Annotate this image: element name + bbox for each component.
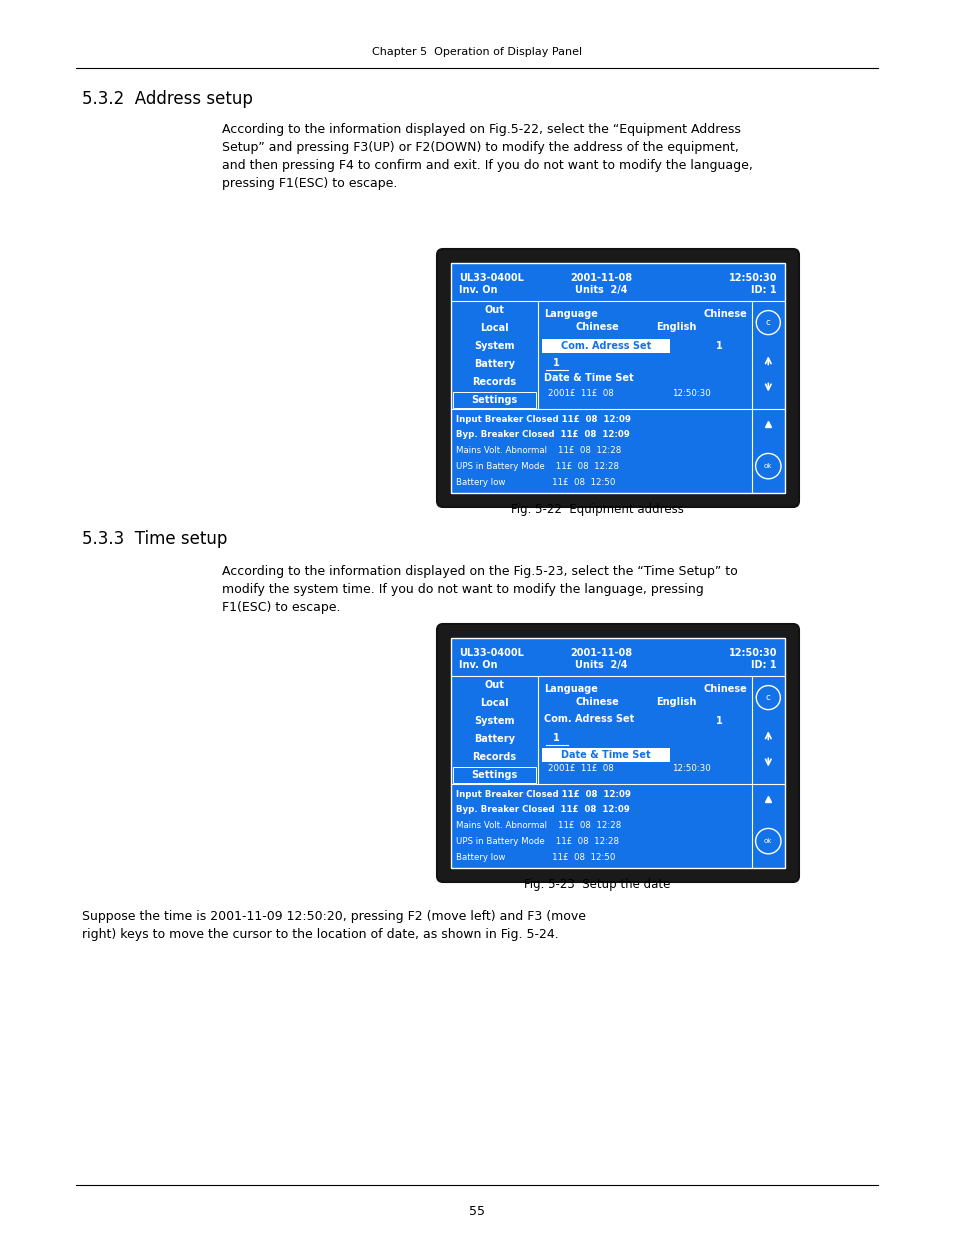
- Text: Settings: Settings: [471, 769, 517, 781]
- Text: 1: 1: [552, 358, 558, 368]
- Text: 5.3.3  Time setup: 5.3.3 Time setup: [82, 530, 227, 548]
- Text: 12:50:30: 12:50:30: [728, 273, 776, 283]
- Text: Records: Records: [472, 752, 516, 762]
- Text: Inv. On: Inv. On: [458, 285, 497, 295]
- Bar: [451, 638, 784, 868]
- Text: 1: 1: [716, 716, 722, 726]
- Text: 55: 55: [469, 1205, 484, 1218]
- Text: ID: 1: ID: 1: [751, 659, 776, 671]
- Bar: [541, 338, 669, 353]
- Text: 2001-11-08: 2001-11-08: [570, 273, 632, 283]
- Text: System: System: [474, 716, 514, 726]
- Text: Units  2/4: Units 2/4: [575, 659, 627, 671]
- Text: Records: Records: [472, 377, 516, 387]
- Text: Date & Time Set: Date & Time Set: [543, 373, 633, 383]
- Text: According to the information displayed on Fig.5-22, select the “Equipment Addres: According to the information displayed o…: [222, 124, 740, 136]
- Text: Battery: Battery: [474, 359, 515, 369]
- Text: Battery low                 11£  08  12:50: Battery low 11£ 08 12:50: [456, 853, 615, 862]
- Text: Com. Adress Set: Com. Adress Set: [560, 341, 650, 351]
- Text: Setup” and pressing F3(UP) or F2(DOWN) to modify the address of the equipment,: Setup” and pressing F3(UP) or F2(DOWN) t…: [222, 141, 739, 154]
- Text: Input Breaker Closed 11£  08  12:09: Input Breaker Closed 11£ 08 12:09: [456, 789, 630, 799]
- Text: Battery: Battery: [474, 734, 515, 743]
- Text: pressing F1(ESC) to escape.: pressing F1(ESC) to escape.: [222, 177, 397, 190]
- Text: ID: 1: ID: 1: [751, 285, 776, 295]
- Text: c: c: [765, 693, 770, 703]
- Text: modify the system time. If you do not want to modify the language, pressing: modify the system time. If you do not wa…: [222, 583, 703, 597]
- Text: 12:50:30: 12:50:30: [728, 648, 776, 658]
- Text: System: System: [474, 341, 514, 351]
- Text: right) keys to move the cursor to the location of date, as shown in Fig. 5-24.: right) keys to move the cursor to the lo…: [82, 927, 558, 941]
- Text: ok: ok: [763, 463, 772, 469]
- Text: Byp. Breaker Closed  11£  08  12:09: Byp. Breaker Closed 11£ 08 12:09: [456, 805, 629, 814]
- Text: UPS in Battery Mode    11£  08  12:28: UPS in Battery Mode 11£ 08 12:28: [456, 462, 618, 471]
- Text: Date & Time Set: Date & Time Set: [560, 750, 650, 760]
- Text: English: English: [656, 322, 697, 332]
- Text: Chinese: Chinese: [703, 309, 747, 319]
- Text: Chinese: Chinese: [576, 697, 618, 706]
- Text: Local: Local: [479, 324, 508, 333]
- Text: Language: Language: [543, 684, 598, 694]
- Text: UL33-0400L: UL33-0400L: [458, 648, 523, 658]
- Text: Language: Language: [543, 309, 598, 319]
- Bar: [453, 391, 536, 408]
- Bar: [453, 767, 536, 783]
- Text: Input Breaker Closed 11£  08  12:09: Input Breaker Closed 11£ 08 12:09: [456, 415, 630, 424]
- Text: 1: 1: [716, 341, 722, 351]
- Text: UL33-0400L: UL33-0400L: [458, 273, 523, 283]
- Text: 2001-11-08: 2001-11-08: [570, 648, 632, 658]
- Text: 2001£  11£  08: 2001£ 11£ 08: [547, 764, 613, 773]
- Text: ok: ok: [763, 839, 772, 844]
- Text: Settings: Settings: [471, 395, 517, 405]
- Text: Fig. 5-23  Setup the date: Fig. 5-23 Setup the date: [523, 878, 670, 890]
- Text: Local: Local: [479, 698, 508, 708]
- Text: Battery low                 11£  08  12:50: Battery low 11£ 08 12:50: [456, 478, 615, 487]
- Text: 1: 1: [552, 734, 558, 743]
- Text: Fig. 5-22  Equipment address: Fig. 5-22 Equipment address: [510, 503, 682, 516]
- Text: 2001£  11£  08: 2001£ 11£ 08: [547, 389, 613, 398]
- Text: 12:50:30: 12:50:30: [672, 389, 710, 398]
- Text: Mains Volt. Abnormal    11£  08  12:28: Mains Volt. Abnormal 11£ 08 12:28: [456, 446, 620, 456]
- Text: Suppose the time is 2001-11-09 12:50:20, pressing F2 (move left) and F3 (move: Suppose the time is 2001-11-09 12:50:20,…: [82, 910, 585, 923]
- Text: Byp. Breaker Closed  11£  08  12:09: Byp. Breaker Closed 11£ 08 12:09: [456, 430, 629, 440]
- Text: 5.3.2  Address setup: 5.3.2 Address setup: [82, 90, 253, 107]
- Text: Mains Volt. Abnormal    11£  08  12:28: Mains Volt. Abnormal 11£ 08 12:28: [456, 821, 620, 830]
- Text: c: c: [765, 319, 770, 327]
- Bar: [541, 748, 669, 762]
- FancyBboxPatch shape: [436, 624, 799, 882]
- Text: English: English: [656, 697, 697, 706]
- Text: F1(ESC) to escape.: F1(ESC) to escape.: [222, 601, 340, 614]
- Text: Inv. On: Inv. On: [458, 659, 497, 671]
- Text: Out: Out: [484, 680, 504, 690]
- Text: UPS in Battery Mode    11£  08  12:28: UPS in Battery Mode 11£ 08 12:28: [456, 837, 618, 846]
- Text: Chinese: Chinese: [703, 684, 747, 694]
- Text: Chinese: Chinese: [576, 322, 618, 332]
- FancyBboxPatch shape: [436, 249, 799, 508]
- Text: Com. Adress Set: Com. Adress Set: [543, 714, 634, 724]
- Bar: [451, 263, 784, 493]
- Text: and then pressing F4 to confirm and exit. If you do not want to modify the langu: and then pressing F4 to confirm and exit…: [222, 159, 752, 172]
- Text: According to the information displayed on the Fig.5-23, select the “Time Setup” : According to the information displayed o…: [222, 564, 737, 578]
- Text: Chapter 5  Operation of Display Panel: Chapter 5 Operation of Display Panel: [372, 47, 581, 57]
- Text: Out: Out: [484, 305, 504, 315]
- Text: 12:50:30: 12:50:30: [672, 764, 710, 773]
- Text: Units  2/4: Units 2/4: [575, 285, 627, 295]
